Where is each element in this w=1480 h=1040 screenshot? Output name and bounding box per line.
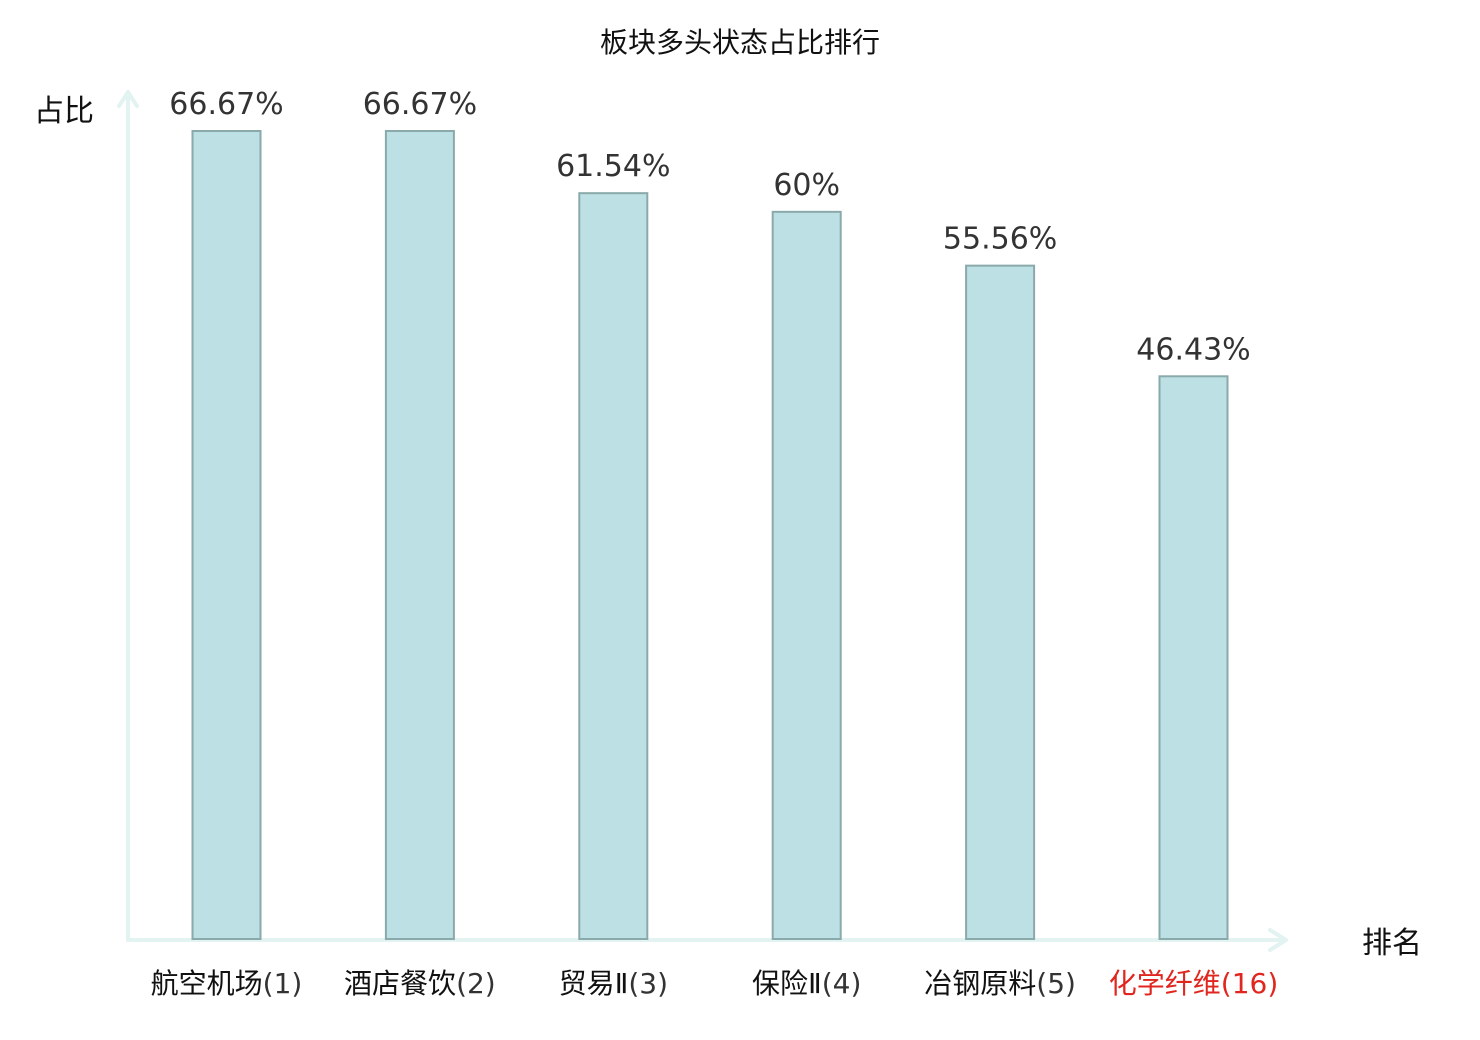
x-tick-rank: (16) bbox=[1221, 967, 1278, 1000]
bar-value-label: 61.54% bbox=[556, 149, 670, 184]
x-axis-arrow bbox=[1268, 928, 1288, 952]
x-axis-label: 排名 bbox=[1362, 926, 1422, 961]
x-tick-label: 保险Ⅱ(4) bbox=[752, 967, 861, 1000]
x-tick-label: 航空机场(1) bbox=[151, 967, 303, 1000]
x-tick-rank: (4) bbox=[822, 967, 862, 1000]
bar bbox=[191, 130, 262, 940]
bar bbox=[965, 264, 1036, 940]
x-tick-rank: (1) bbox=[263, 967, 303, 1000]
x-tick-category-name: 贸易Ⅱ bbox=[559, 967, 629, 1000]
y-axis-arrow bbox=[117, 90, 139, 108]
x-tick-category-name: 保险Ⅱ bbox=[752, 967, 822, 1000]
y-axis-label: 占比 bbox=[34, 94, 94, 129]
bar-value-label: 46.43% bbox=[1136, 332, 1250, 367]
x-tick-category-name: 化学纤维 bbox=[1109, 967, 1221, 1000]
x-tick-category-name: 冶钢原料 bbox=[924, 967, 1036, 1000]
x-tick-rank: (2) bbox=[456, 967, 496, 1000]
bar-value-label: 60% bbox=[773, 168, 840, 203]
bar bbox=[771, 210, 842, 940]
x-tick-label: 冶钢原料(5) bbox=[924, 967, 1076, 1000]
bar bbox=[578, 192, 649, 940]
bar-value-label: 66.67% bbox=[363, 87, 477, 122]
x-tick-category-name: 酒店餐饮 bbox=[344, 967, 456, 1000]
x-tick-labels: 航空机场(1) 酒店餐饮(2) 贸易Ⅱ(3) 保险Ⅱ(4) 冶钢原料(5) 化学纤维(16… bbox=[151, 967, 1279, 1000]
x-tick-label: 化学纤维(16) bbox=[1109, 967, 1279, 1000]
bars bbox=[191, 130, 1229, 941]
x-tick-label: 酒店餐饮(2) bbox=[344, 967, 496, 1000]
x-tick-label: 贸易Ⅱ(3) bbox=[559, 967, 668, 1000]
bar-value-label: 55.56% bbox=[943, 222, 1057, 257]
x-tick-category-name: 航空机场 bbox=[151, 967, 263, 1000]
chart-title: 板块多头状态占比排行 bbox=[600, 26, 880, 59]
bar bbox=[1158, 375, 1229, 941]
bar bbox=[384, 130, 455, 940]
bar-value-label: 66.67% bbox=[169, 87, 283, 122]
value-labels: 66.67% 66.67% 61.54% 60% 55.56% 46.43% bbox=[169, 87, 1250, 367]
x-tick-rank: (3) bbox=[628, 967, 668, 1000]
axes bbox=[117, 90, 1288, 952]
x-tick-rank: (5) bbox=[1036, 967, 1076, 1000]
